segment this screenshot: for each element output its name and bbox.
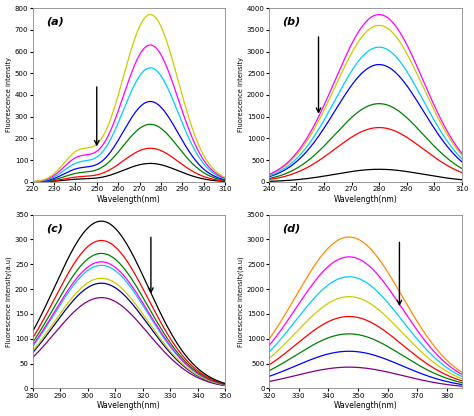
Text: (a): (a) — [46, 17, 64, 27]
Y-axis label: Fluorescence intensity(a.u): Fluorescence intensity(a.u) — [6, 256, 12, 347]
X-axis label: Wavelength(nm): Wavelength(nm) — [97, 401, 161, 411]
Text: (c): (c) — [46, 223, 63, 233]
Y-axis label: Fluorescence intensity: Fluorescence intensity — [6, 57, 12, 132]
X-axis label: Wavelength(nm): Wavelength(nm) — [333, 195, 397, 204]
Y-axis label: Fluorescence intensity(a.u): Fluorescence intensity(a.u) — [237, 256, 244, 347]
X-axis label: Wavelength(nm): Wavelength(nm) — [97, 195, 161, 204]
X-axis label: Wavelength(nm): Wavelength(nm) — [333, 401, 397, 411]
Y-axis label: Fluorescence intensity: Fluorescence intensity — [238, 57, 244, 132]
Text: (b): (b) — [283, 17, 301, 27]
Text: (d): (d) — [283, 223, 301, 233]
